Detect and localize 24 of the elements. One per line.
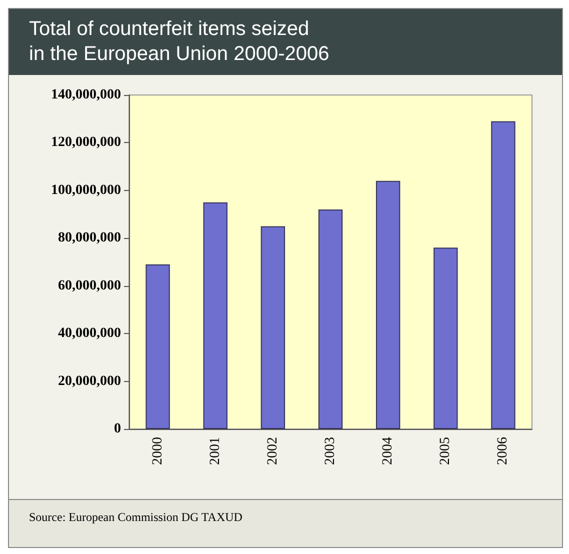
bar xyxy=(434,248,458,429)
bar xyxy=(376,180,400,429)
y-tick-label: 60,000,000 xyxy=(58,278,121,294)
source-note: Source: European Commission DG TAXUD xyxy=(29,510,244,525)
y-tick-label: 100,000,000 xyxy=(51,182,121,198)
x-tick-label: 2003 xyxy=(323,437,338,465)
bar xyxy=(491,121,516,429)
bar xyxy=(260,226,286,429)
chart-title: Total of counterfeit items seized in the European Union 2000-2006 xyxy=(9,9,562,75)
x-tick-label: 2004 xyxy=(380,437,396,465)
bar xyxy=(318,210,343,429)
x-tick-label: 2000 xyxy=(150,437,166,465)
bar xyxy=(146,264,170,429)
y-tick-label: 0 xyxy=(114,422,121,436)
x-tick-label: 2001 xyxy=(208,437,223,465)
x-tick-label: 2002 xyxy=(265,437,280,465)
x-tick-label: 2006 xyxy=(496,437,511,465)
x-tick-label: 2005 xyxy=(438,437,454,465)
y-tick-label: 120,000,000 xyxy=(51,135,121,150)
y-tick-label: 80,000,000 xyxy=(58,230,121,246)
y-tick-label: 20,000,000 xyxy=(58,374,121,389)
y-tick-label: 40,000,000 xyxy=(58,326,121,342)
bar xyxy=(203,202,228,429)
y-tick-label: 140,000,000 xyxy=(51,88,121,102)
